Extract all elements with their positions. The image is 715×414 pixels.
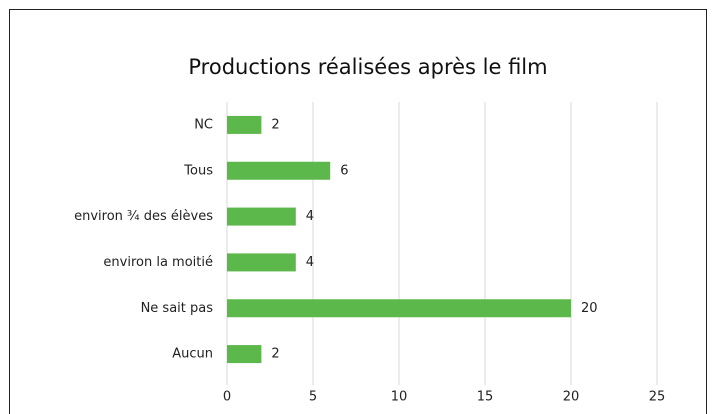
y-tick-label: environ ¾ des élèves	[74, 209, 213, 224]
x-tick-label: 5	[309, 390, 317, 405]
bar	[227, 345, 262, 364]
bar	[227, 207, 296, 226]
bar	[227, 115, 262, 134]
x-tick-label: 20	[563, 390, 580, 405]
y-tick-label: environ la moitié	[103, 255, 213, 270]
data-label: 2	[271, 117, 279, 132]
data-label: 20	[581, 301, 598, 316]
x-tick-label: 10	[391, 390, 408, 405]
data-label: 4	[306, 255, 314, 270]
chart-frame	[9, 9, 707, 414]
data-label: 6	[340, 163, 348, 178]
bar	[227, 299, 571, 318]
x-tick-label: 15	[477, 390, 494, 405]
bar	[227, 253, 296, 272]
x-tick-label: 0	[223, 390, 231, 405]
x-tick-label: 25	[649, 390, 666, 405]
data-label: 4	[306, 209, 314, 224]
y-tick-label: Tous	[183, 163, 213, 178]
data-label: 2	[271, 347, 279, 362]
chart-title: Productions réalisées après le film	[188, 55, 547, 79]
y-tick-label: Ne sait pas	[141, 301, 214, 316]
bar	[227, 161, 331, 180]
y-tick-label: Aucun	[172, 347, 213, 362]
y-tick-label: NC	[194, 117, 213, 132]
